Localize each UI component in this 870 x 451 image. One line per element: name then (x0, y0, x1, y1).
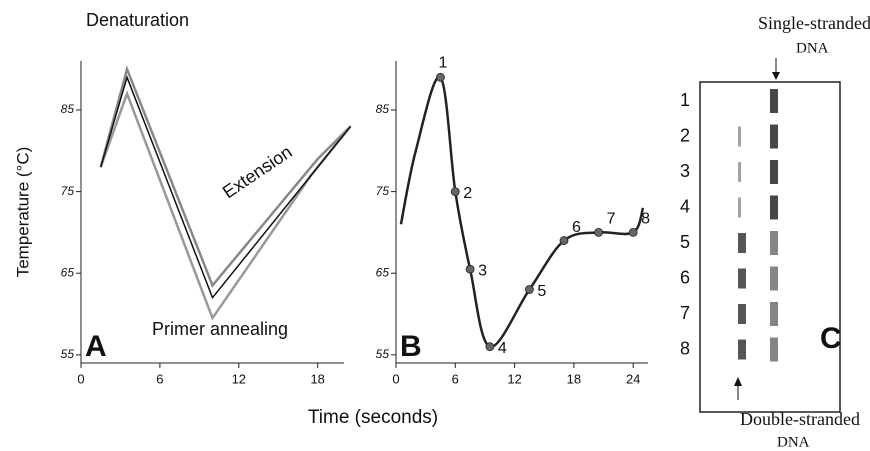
point-label: 8 (641, 211, 650, 228)
lane-label: 4 (680, 196, 690, 216)
x-tick-label: 6 (452, 371, 459, 386)
x-tick-label: 12 (232, 371, 246, 386)
band (738, 268, 746, 289)
band (738, 197, 741, 218)
panel-label: B (400, 330, 422, 363)
lane-label: 6 (680, 267, 690, 287)
x-tick-label: 0 (77, 371, 84, 386)
band (770, 266, 778, 291)
annotation: Extension (219, 142, 296, 203)
y-tick-label: 75 (61, 184, 75, 198)
point-label: 1 (438, 55, 447, 72)
y-tick-label: 85 (61, 102, 75, 116)
lane-label: 3 (680, 161, 690, 181)
lane-label: 1 (680, 90, 690, 110)
gel-top-label: DNA (796, 40, 829, 56)
gel-frame (699, 81, 841, 413)
panel-label: C (820, 322, 842, 355)
point (485, 342, 495, 352)
band (738, 339, 746, 360)
band (770, 160, 778, 184)
gel-bottom-label: Double-stranded (740, 409, 860, 429)
point (559, 236, 569, 245)
line (99, 65, 352, 288)
y-tick-label: 55 (61, 347, 75, 361)
band (738, 162, 741, 182)
y-tick-label: 55 (376, 347, 390, 361)
y-tick-label: 65 (61, 265, 75, 279)
x-tick-label: 18 (567, 371, 581, 386)
x-tick-label: 12 (507, 371, 521, 386)
y-tick-label: 85 (376, 102, 390, 116)
band (770, 195, 778, 220)
point (525, 285, 534, 294)
lane-label: 2 (680, 125, 690, 145)
band (770, 302, 778, 326)
point-label: 6 (572, 219, 581, 236)
band (738, 126, 741, 147)
x-tick-label: 0 (392, 371, 399, 386)
x-axis-label: Time (seconds) (308, 407, 438, 428)
annotation: Primer annealing (152, 319, 288, 339)
y-tick-label: 65 (376, 265, 390, 279)
arrow-head (734, 377, 742, 386)
point (465, 264, 475, 274)
x-tick-label: 18 (310, 371, 324, 386)
band (770, 231, 778, 255)
point (628, 228, 638, 237)
band (770, 89, 778, 113)
x-tick-label: 6 (156, 371, 163, 386)
band (770, 337, 778, 362)
line (99, 90, 352, 321)
point (436, 72, 445, 82)
point-label: 5 (537, 283, 546, 300)
lane-label: 7 (680, 303, 690, 323)
annotation: Denaturation (86, 10, 189, 30)
gel-top-label: Single-stranded (758, 13, 870, 33)
arrow-head (772, 72, 780, 80)
lane-label: 8 (680, 338, 690, 358)
lane-label: 5 (680, 232, 690, 252)
gel-bottom-label: DNA (777, 434, 810, 450)
point-label: 4 (498, 340, 507, 357)
x-tick-label: 24 (626, 371, 640, 386)
point-label: 2 (463, 185, 472, 202)
line (100, 74, 352, 300)
y-axis-label: Temperature (°C) (13, 147, 32, 278)
point-label: 3 (478, 262, 487, 279)
y-tick-label: 75 (376, 184, 390, 198)
band (738, 233, 746, 253)
point (450, 187, 460, 196)
band (770, 124, 778, 149)
band (738, 304, 746, 324)
panel-label: A (85, 330, 107, 363)
point (594, 228, 603, 237)
point-label: 7 (607, 211, 616, 228)
